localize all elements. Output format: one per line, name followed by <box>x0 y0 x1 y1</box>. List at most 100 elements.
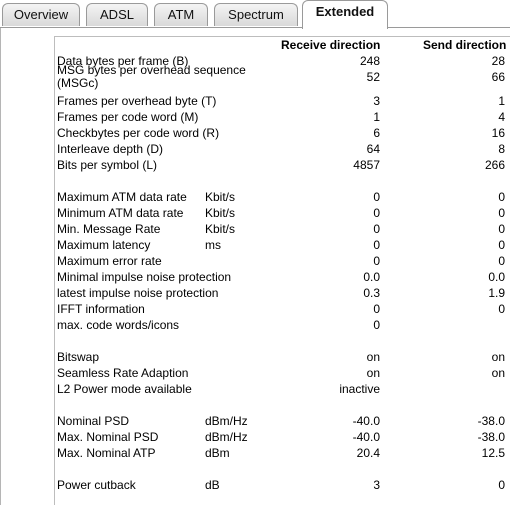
table-row: Seamless Rate Adaption on on <box>55 365 510 381</box>
row-label: Max. Nominal PSD <box>57 430 159 444</box>
row-unit: Kbit/s <box>205 190 236 204</box>
row-label: Maximum ATM data rate <box>57 190 187 204</box>
extended-details-table: Receive direction Send direction Data by… <box>54 36 510 505</box>
tab-spectrum[interactable]: Spectrum <box>214 3 298 26</box>
receive-value: 3 <box>373 478 380 492</box>
send-value: 12.5 <box>481 446 505 460</box>
table-row: Maximum error rate 0 0 <box>55 253 510 269</box>
row-label: Interleave depth (D) <box>57 142 164 156</box>
table-row: max. code words/icons 0 <box>55 317 510 333</box>
row-label: Minimal impulse noise protection <box>57 270 232 284</box>
row-unit: Kbit/s <box>205 222 236 236</box>
table-row: Data bytes per frame (B) 248 28 <box>55 53 510 69</box>
row-label: Frames per overhead byte (T) <box>57 94 217 108</box>
row-label: max. code words/icons <box>57 318 180 332</box>
table-row: Max. Nominal ATP dBm 20.4 12.5 <box>55 445 510 461</box>
table-row: Minimal impulse noise protection 0.0 0.0 <box>55 269 510 285</box>
send-value: 66 <box>491 70 505 84</box>
tab-extended[interactable]: Extended <box>302 0 388 29</box>
send-value: 8 <box>498 142 505 156</box>
send-value: 0.0 <box>488 270 505 284</box>
table-row: MSG bytes per overhead sequence (MSGc) 52… <box>55 64 510 90</box>
receive-value: 0.3 <box>363 286 380 300</box>
table-row: Minimum ATM data rate Kbit/s 0 0 <box>55 205 510 221</box>
receive-value: 64 <box>366 142 380 156</box>
send-value: on <box>491 350 505 364</box>
row-unit: ms <box>205 238 221 252</box>
tab-adsl[interactable]: ADSL <box>86 3 148 26</box>
send-value: 0 <box>498 238 505 252</box>
receive-value: 0 <box>373 190 380 204</box>
receive-value: 6 <box>373 126 380 140</box>
receive-value: -40.0 <box>352 414 380 428</box>
tab-overview[interactable]: Overview <box>2 3 80 26</box>
tab-atm[interactable]: ATM <box>154 3 208 26</box>
row-label: Bitswap <box>57 350 100 364</box>
send-value: 1.9 <box>488 286 505 300</box>
row-unit: dBm/Hz <box>205 430 248 444</box>
send-value: on <box>491 366 505 380</box>
send-value: 0 <box>498 302 505 316</box>
row-label: Bits per symbol (L) <box>57 158 158 172</box>
row-unit: dBm <box>205 446 230 460</box>
receive-value: 20.4 <box>356 446 380 460</box>
send-value: 1 <box>498 94 505 108</box>
receive-value: inactive <box>339 382 380 396</box>
row-label: IFFT information <box>57 302 145 316</box>
send-value: 0 <box>498 222 505 236</box>
table-row: L2 Power mode available inactive <box>55 381 510 397</box>
content-frame-edge <box>0 28 1 505</box>
receive-value: -40.0 <box>352 430 380 444</box>
receive-value: 3 <box>373 94 380 108</box>
row-label: Minimum ATM data rate <box>57 206 184 220</box>
row-label: Checkbytes per code word (R) <box>57 126 220 140</box>
receive-value: 0 <box>373 238 380 252</box>
row-label: MSG bytes per overhead sequence (MSGc) <box>57 63 246 90</box>
tab-divider <box>0 27 510 28</box>
row-label: Seamless Rate Adaption <box>57 366 189 380</box>
receive-value: 1 <box>373 110 380 124</box>
header-send-direction: Send direction <box>423 38 507 52</box>
row-label: Nominal PSD <box>57 414 130 428</box>
receive-value: 0 <box>373 302 380 316</box>
send-value: 16 <box>491 126 505 140</box>
row-label: Maximum error rate <box>57 254 162 268</box>
receive-value: 52 <box>366 70 380 84</box>
send-value: -38.0 <box>477 430 505 444</box>
row-unit: dBm/Hz <box>205 414 248 428</box>
receive-value: on <box>366 366 380 380</box>
receive-value: 248 <box>359 54 380 68</box>
table-row: Maximum latency ms 0 0 <box>55 237 510 253</box>
table-row: Maximum ATM data rate Kbit/s 0 0 <box>55 189 510 205</box>
table-row: Power cutback dB 3 0 <box>55 477 510 493</box>
table-row: Checkbytes per code word (R) 6 16 <box>55 125 510 141</box>
header-receive-direction: Receive direction <box>281 38 381 52</box>
table-row: Frames per overhead byte (T) 3 1 <box>55 93 510 109</box>
table-row: Frames per code word (M) 1 4 <box>55 109 510 125</box>
receive-value: 0 <box>373 222 380 236</box>
receive-value: 0 <box>373 206 380 220</box>
send-value: 0 <box>498 254 505 268</box>
send-value: 4 <box>498 110 505 124</box>
table-row: Min. Message Rate Kbit/s 0 0 <box>55 221 510 237</box>
row-unit: Kbit/s <box>205 206 236 220</box>
receive-value: 0.0 <box>363 270 380 284</box>
row-label: Power cutback <box>57 478 136 492</box>
table-row: Max. Nominal PSD dBm/Hz -40.0 -38.0 <box>55 429 510 445</box>
send-value: -38.0 <box>477 414 505 428</box>
row-label: latest impulse noise protection <box>57 286 219 300</box>
receive-value: 0 <box>373 254 380 268</box>
send-value: 0 <box>498 190 505 204</box>
receive-value: on <box>366 350 380 364</box>
row-label: Data bytes per frame (B) <box>57 54 189 68</box>
table-row: Nominal PSD dBm/Hz -40.0 -38.0 <box>55 413 510 429</box>
send-value: 0 <box>498 478 505 492</box>
table-row: Bitswap on on <box>55 349 510 365</box>
row-unit: dB <box>205 478 220 492</box>
send-value: 28 <box>491 54 505 68</box>
receive-value: 0 <box>373 318 380 332</box>
row-label: Maximum latency <box>57 238 151 252</box>
row-label: L2 Power mode available <box>57 382 192 396</box>
table-row: Bits per symbol (L) 4857 266 <box>55 157 510 173</box>
send-value: 0 <box>498 206 505 220</box>
